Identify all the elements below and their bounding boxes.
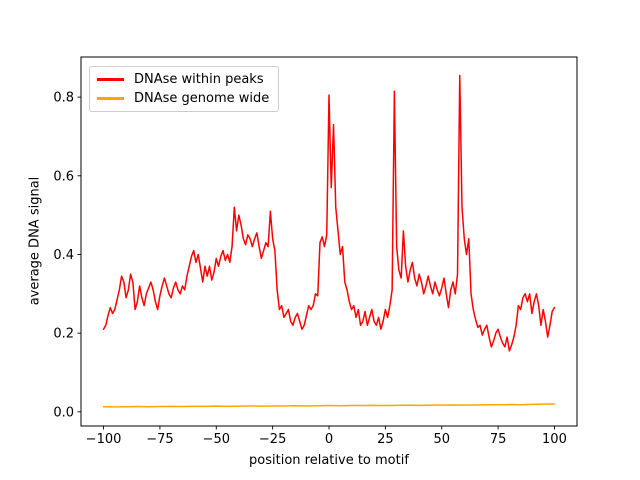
y-tick-label: 0.4 [53, 248, 74, 263]
legend-label-dnase-genome-wide: DNAse genome wide [134, 91, 270, 106]
x-tick-label: 75 [490, 432, 507, 447]
legend-item-dnase-within-peaks: DNAse within peaks [97, 70, 269, 89]
x-tick-label: 50 [433, 432, 450, 447]
x-tick-label: −100 [86, 432, 122, 447]
y-tick-label: 0.8 [53, 91, 74, 106]
x-tick-label: −25 [259, 432, 286, 447]
series-line-dnase-within-peaks [102, 74, 556, 352]
y-tick-label: 0.0 [53, 405, 74, 420]
x-tick-label: −50 [203, 432, 230, 447]
legend-line-sample-orange [97, 97, 124, 100]
y-axis-label: average DNA signal [27, 176, 43, 306]
legend: DNAse within peaks DNAse genome wide [89, 66, 280, 112]
legend-line-sample-red [97, 78, 124, 81]
x-tick-label: 100 [542, 432, 567, 447]
legend-item-dnase-genome-wide: DNAse genome wide [97, 89, 269, 108]
y-tick-label: 0.6 [53, 169, 74, 184]
x-axis-label: position relative to motif [249, 453, 409, 468]
x-tick-label: 25 [377, 432, 394, 447]
y-tick-label: 0.2 [53, 327, 74, 342]
legend-label-dnase-within-peaks: DNAse within peaks [134, 72, 264, 87]
series-line-dnase-genome-wide [102, 403, 556, 408]
x-tick-label: 0 [325, 432, 333, 447]
x-tick-label: −75 [146, 432, 173, 447]
